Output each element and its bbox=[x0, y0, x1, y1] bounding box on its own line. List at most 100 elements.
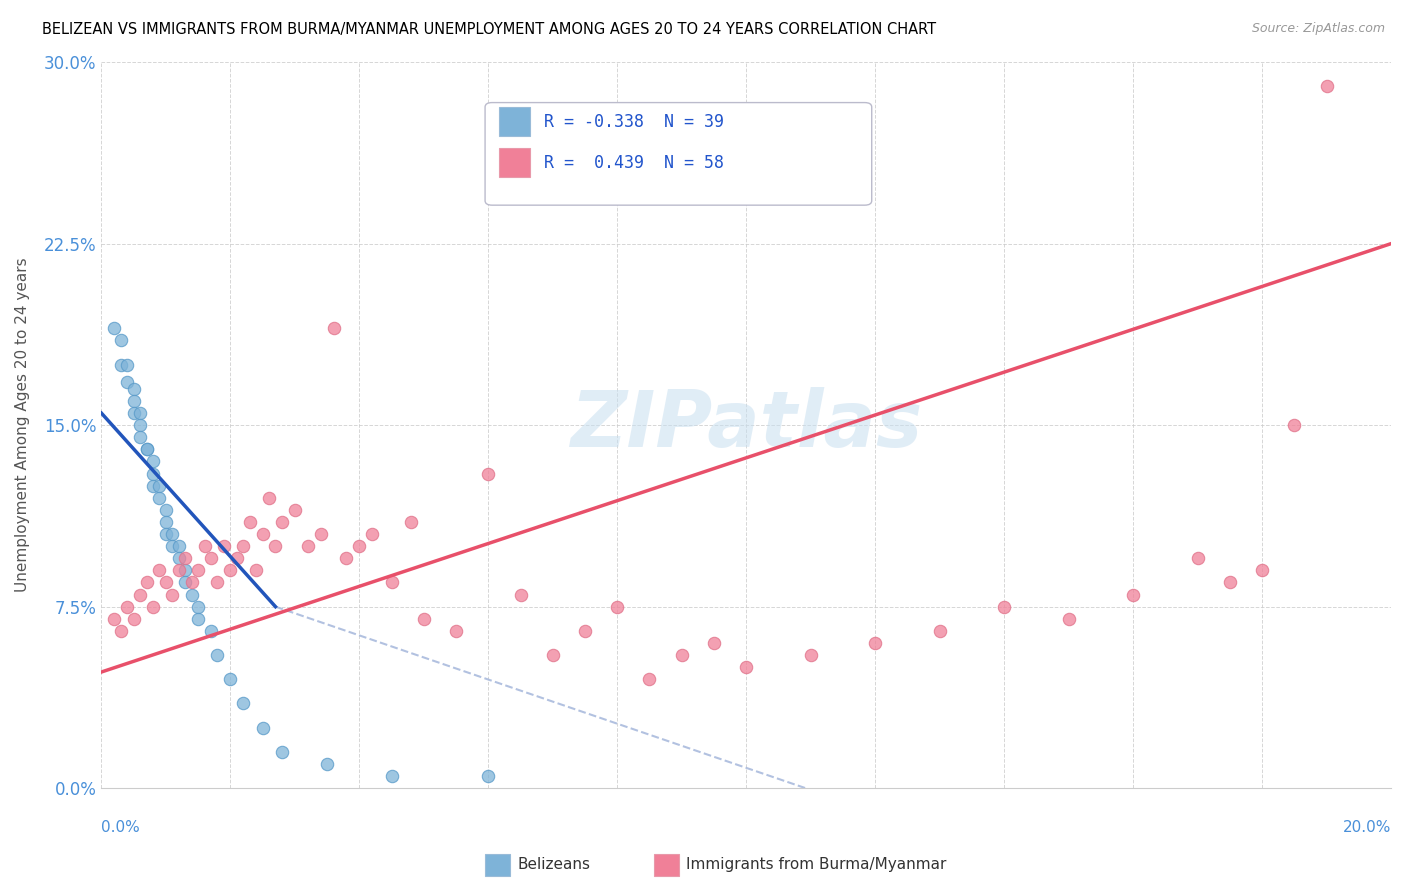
Point bbox=[129, 588, 152, 602]
Point bbox=[574, 624, 596, 638]
Point bbox=[212, 539, 235, 553]
Text: 20.0%: 20.0% bbox=[1343, 820, 1391, 835]
Point bbox=[167, 539, 190, 553]
Point bbox=[928, 624, 950, 638]
Point bbox=[115, 358, 138, 372]
Point bbox=[264, 539, 287, 553]
Point bbox=[167, 551, 190, 566]
Text: Immigrants from Burma/Myanmar: Immigrants from Burma/Myanmar bbox=[686, 857, 946, 871]
Point bbox=[122, 612, 145, 626]
Point bbox=[110, 334, 132, 348]
Point bbox=[142, 467, 165, 481]
Point bbox=[349, 539, 371, 553]
Point bbox=[162, 588, 184, 602]
Point bbox=[638, 673, 661, 687]
Point bbox=[863, 636, 886, 650]
Point bbox=[115, 375, 138, 389]
Point bbox=[284, 503, 307, 517]
Point bbox=[703, 636, 725, 650]
Text: BELIZEAN VS IMMIGRANTS FROM BURMA/MYANMAR UNEMPLOYMENT AMONG AGES 20 TO 24 YEARS: BELIZEAN VS IMMIGRANTS FROM BURMA/MYANMA… bbox=[42, 22, 936, 37]
Point bbox=[1122, 588, 1144, 602]
Point bbox=[309, 527, 332, 541]
Point bbox=[142, 478, 165, 492]
Point bbox=[174, 563, 197, 577]
Point bbox=[103, 612, 125, 626]
Point bbox=[257, 491, 280, 505]
Point bbox=[361, 527, 384, 541]
Point bbox=[477, 467, 499, 481]
Point bbox=[316, 756, 339, 771]
Point bbox=[219, 673, 242, 687]
Point bbox=[252, 721, 274, 735]
Y-axis label: Unemployment Among Ages 20 to 24 years: Unemployment Among Ages 20 to 24 years bbox=[15, 258, 30, 592]
Point bbox=[129, 418, 152, 433]
Point bbox=[232, 697, 254, 711]
Text: Source: ZipAtlas.com: Source: ZipAtlas.com bbox=[1251, 22, 1385, 36]
Point bbox=[148, 491, 170, 505]
Point bbox=[142, 454, 165, 468]
Text: Belizeans: Belizeans bbox=[517, 857, 591, 871]
Point bbox=[207, 648, 229, 662]
Point bbox=[174, 575, 197, 590]
Point bbox=[129, 430, 152, 444]
Text: R = -0.338  N = 39: R = -0.338 N = 39 bbox=[544, 113, 724, 131]
Point bbox=[477, 769, 499, 783]
Point bbox=[200, 624, 222, 638]
Point bbox=[297, 539, 319, 553]
Point bbox=[180, 588, 202, 602]
Point bbox=[187, 612, 209, 626]
Point bbox=[606, 599, 628, 614]
Point bbox=[1057, 612, 1080, 626]
Point bbox=[509, 588, 531, 602]
Point bbox=[110, 624, 132, 638]
Point bbox=[225, 551, 247, 566]
Point bbox=[380, 769, 402, 783]
Text: 0.0%: 0.0% bbox=[101, 820, 141, 835]
Point bbox=[322, 321, 344, 335]
Point bbox=[219, 563, 242, 577]
Point bbox=[193, 539, 215, 553]
Point bbox=[271, 745, 294, 759]
Point bbox=[115, 599, 138, 614]
Point bbox=[252, 527, 274, 541]
Point bbox=[335, 551, 357, 566]
Point bbox=[148, 563, 170, 577]
Point bbox=[122, 406, 145, 420]
Point bbox=[135, 442, 157, 457]
Point bbox=[232, 539, 254, 553]
Point bbox=[167, 563, 190, 577]
Point bbox=[200, 551, 222, 566]
Point bbox=[180, 575, 202, 590]
Point bbox=[541, 648, 564, 662]
Point bbox=[271, 515, 294, 529]
Point bbox=[444, 624, 467, 638]
Point bbox=[207, 575, 229, 590]
Point bbox=[110, 358, 132, 372]
Point bbox=[122, 394, 145, 409]
Point bbox=[245, 563, 267, 577]
Point bbox=[162, 539, 184, 553]
Point bbox=[993, 599, 1015, 614]
Point bbox=[1187, 551, 1209, 566]
Point bbox=[399, 515, 422, 529]
Text: ZIPatlas: ZIPatlas bbox=[569, 387, 922, 463]
Point bbox=[1251, 563, 1274, 577]
Text: R =  0.439  N = 58: R = 0.439 N = 58 bbox=[544, 154, 724, 172]
Point bbox=[142, 599, 165, 614]
Point bbox=[671, 648, 693, 662]
Point bbox=[155, 527, 177, 541]
Point bbox=[735, 660, 758, 674]
Point bbox=[1315, 79, 1337, 94]
Point bbox=[1219, 575, 1241, 590]
Point bbox=[162, 527, 184, 541]
Point bbox=[155, 515, 177, 529]
Point bbox=[187, 599, 209, 614]
Point bbox=[148, 478, 170, 492]
Point bbox=[155, 575, 177, 590]
Point bbox=[174, 551, 197, 566]
Point bbox=[380, 575, 402, 590]
Point bbox=[103, 321, 125, 335]
Point bbox=[129, 406, 152, 420]
Point bbox=[239, 515, 262, 529]
Point bbox=[187, 563, 209, 577]
